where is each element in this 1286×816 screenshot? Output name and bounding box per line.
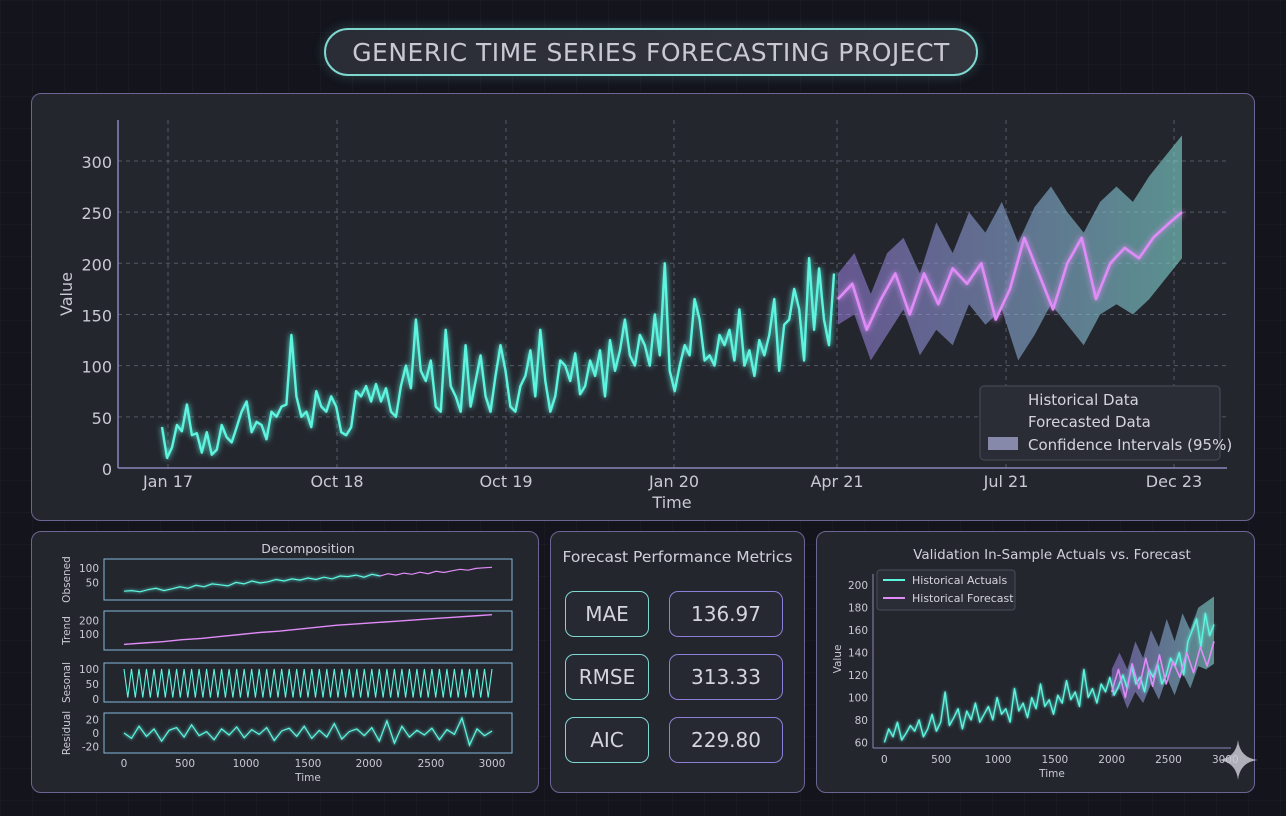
subplot-y-label: Trend [61,616,73,646]
x-tick-label: Jan 20 [648,472,699,491]
forecasted-data-line [837,211,1183,332]
y-tick-label: 150 [81,306,112,325]
main-legend: Historical Data Forecasted Data Confidence… [979,385,1232,461]
legend-swatch-interval [988,437,1018,450]
subplot-frame [103,712,513,754]
validation-y-tick: 60 [855,737,868,749]
validation-y-tick: 100 [848,692,868,704]
subplot-y-tick: 200 [79,616,99,628]
subplot-y-tick: 100 [79,629,99,641]
x-tick-label: Jan 17 [142,472,193,491]
subplot-frame [103,558,513,601]
subplot-y-label: Sesonal [61,662,73,703]
validation-panel: Validation In-Sample Actuals vs. Forecas… [816,531,1255,793]
metric-value-mae: 136.97 [669,591,783,637]
decomposition-x-tick: 1000 [233,758,260,770]
y-tick-label: 250 [81,204,112,223]
legend-label-actuals: Historical Actuals [912,574,1007,587]
decomposition-x-tick: 1500 [295,758,322,770]
x-tick-label: Jul 21 [983,472,1029,491]
validation-x-tick: 0 [881,754,888,766]
metrics-panel: Forecast Performance Metrics MAE 136.97 … [550,531,805,793]
metric-label-mae: MAE [565,591,649,637]
subplot-y-tick: 0 [92,728,99,740]
decomposition-panel: Decomposition 50 100 Obsened 100 200 Trend 0 50 1… [31,531,539,793]
validation-y-tick: 160 [848,625,868,637]
decomposition-x-tick: 2000 [356,758,383,770]
historical-actuals-line [883,612,1215,743]
x-tick-label: Oct 19 [479,472,532,491]
metric-value-aic: 229.80 [669,717,783,763]
subplot-y-tick: 50 [86,679,99,691]
validation-x-tick: 500 [931,754,951,766]
validation-y-tick: 120 [848,670,868,682]
y-tick-label: 200 [81,255,112,274]
validation-legend-box [876,569,1016,611]
validation-y-label: Value [832,645,844,674]
metric-label-rmse: RMSE [565,654,649,700]
observed-forecast-line [379,566,493,577]
legend-box [979,385,1221,461]
validation-x-tick: 2500 [1155,754,1182,766]
sparkle-icon [1218,740,1258,780]
subplot-y-label: Obsened [61,556,73,603]
validation-y-tick: 80 [855,715,868,727]
validation-x-label: Time [1038,768,1065,780]
subplot-y-tick: 0 [92,694,99,706]
subplot-frame [103,662,513,703]
decomposition-chart: Decomposition50100Obsened100200Trend0501… [61,541,513,784]
confidence-interval-band [838,135,1182,361]
decomposition-x-tick: 3000 [479,758,506,770]
subplot-y-tick: 20 [86,714,99,726]
residual-line [123,716,493,747]
observed-line [123,573,381,593]
main-chart: 0 50 100 150 200 250 300 Jan 17 Oct 18 Oct 19 Jan … [57,120,1232,512]
y-tick-label: 50 [92,409,112,428]
subplot-frame [103,610,513,651]
validation-y-tick: 200 [848,580,868,592]
historical-forecast-line [1110,641,1215,699]
decomposition-x-tick: 2500 [418,758,445,770]
legend-label-forecast: Forecasted Data [1028,413,1151,431]
validation-x-tick: 2000 [1098,754,1125,766]
validation-y-tick: 180 [848,603,868,615]
page-title: GENERIC TIME SERIES FORECASTING PROJECT [324,28,978,76]
subplot-y-tick: 100 [79,563,99,575]
metrics-title: Forecast Performance Metrics [562,548,793,566]
subplot-y-tick: -20 [82,742,99,754]
y-tick-label: 300 [81,153,112,172]
main-chart-panel: 0 50 100 150 200 250 300 Jan 17 Oct 18 Oct 19 Jan … [31,93,1255,521]
validation-x-tick: 1000 [985,754,1012,766]
decomposition-x-label: Time [294,772,321,784]
seasonal-line [123,668,493,698]
x-tick-label: Dec 23 [1146,472,1202,491]
y-tick-label: 0 [102,460,112,479]
y-tick-label: 100 [81,358,112,377]
validation-y-tick: 140 [848,648,868,660]
subplot-y-tick: 100 [79,664,99,676]
decomposition-title: Decomposition [261,541,355,556]
decomposition-x-tick: 0 [121,758,128,770]
trend-line [123,614,493,646]
validation-chart: Validation In-Sample Actuals vs. Forecas… [832,547,1239,780]
legend-label-interval: Confidence Intervals (95%) [1028,436,1232,454]
x-tick-label: Apr 21 [810,472,863,491]
validation-x-tick: 1500 [1041,754,1068,766]
x-axis-label: Time [651,493,691,512]
historical-data-line [160,257,836,459]
y-axis-label: Value [57,272,76,316]
decomposition-x-tick: 500 [175,758,195,770]
metric-label-aic: AIC [565,717,649,763]
legend-label-historical: Historical Data [1028,391,1139,409]
legend-label-forecast: Historical Forecast [912,592,1014,605]
validation-title: Validation In-Sample Actuals vs. Forecas… [913,547,1191,563]
metric-value-rmse: 313.33 [669,654,783,700]
x-tick-label: Oct 18 [310,472,363,491]
subplot-y-label: Residual [61,711,73,755]
subplot-y-tick: 50 [86,577,99,589]
